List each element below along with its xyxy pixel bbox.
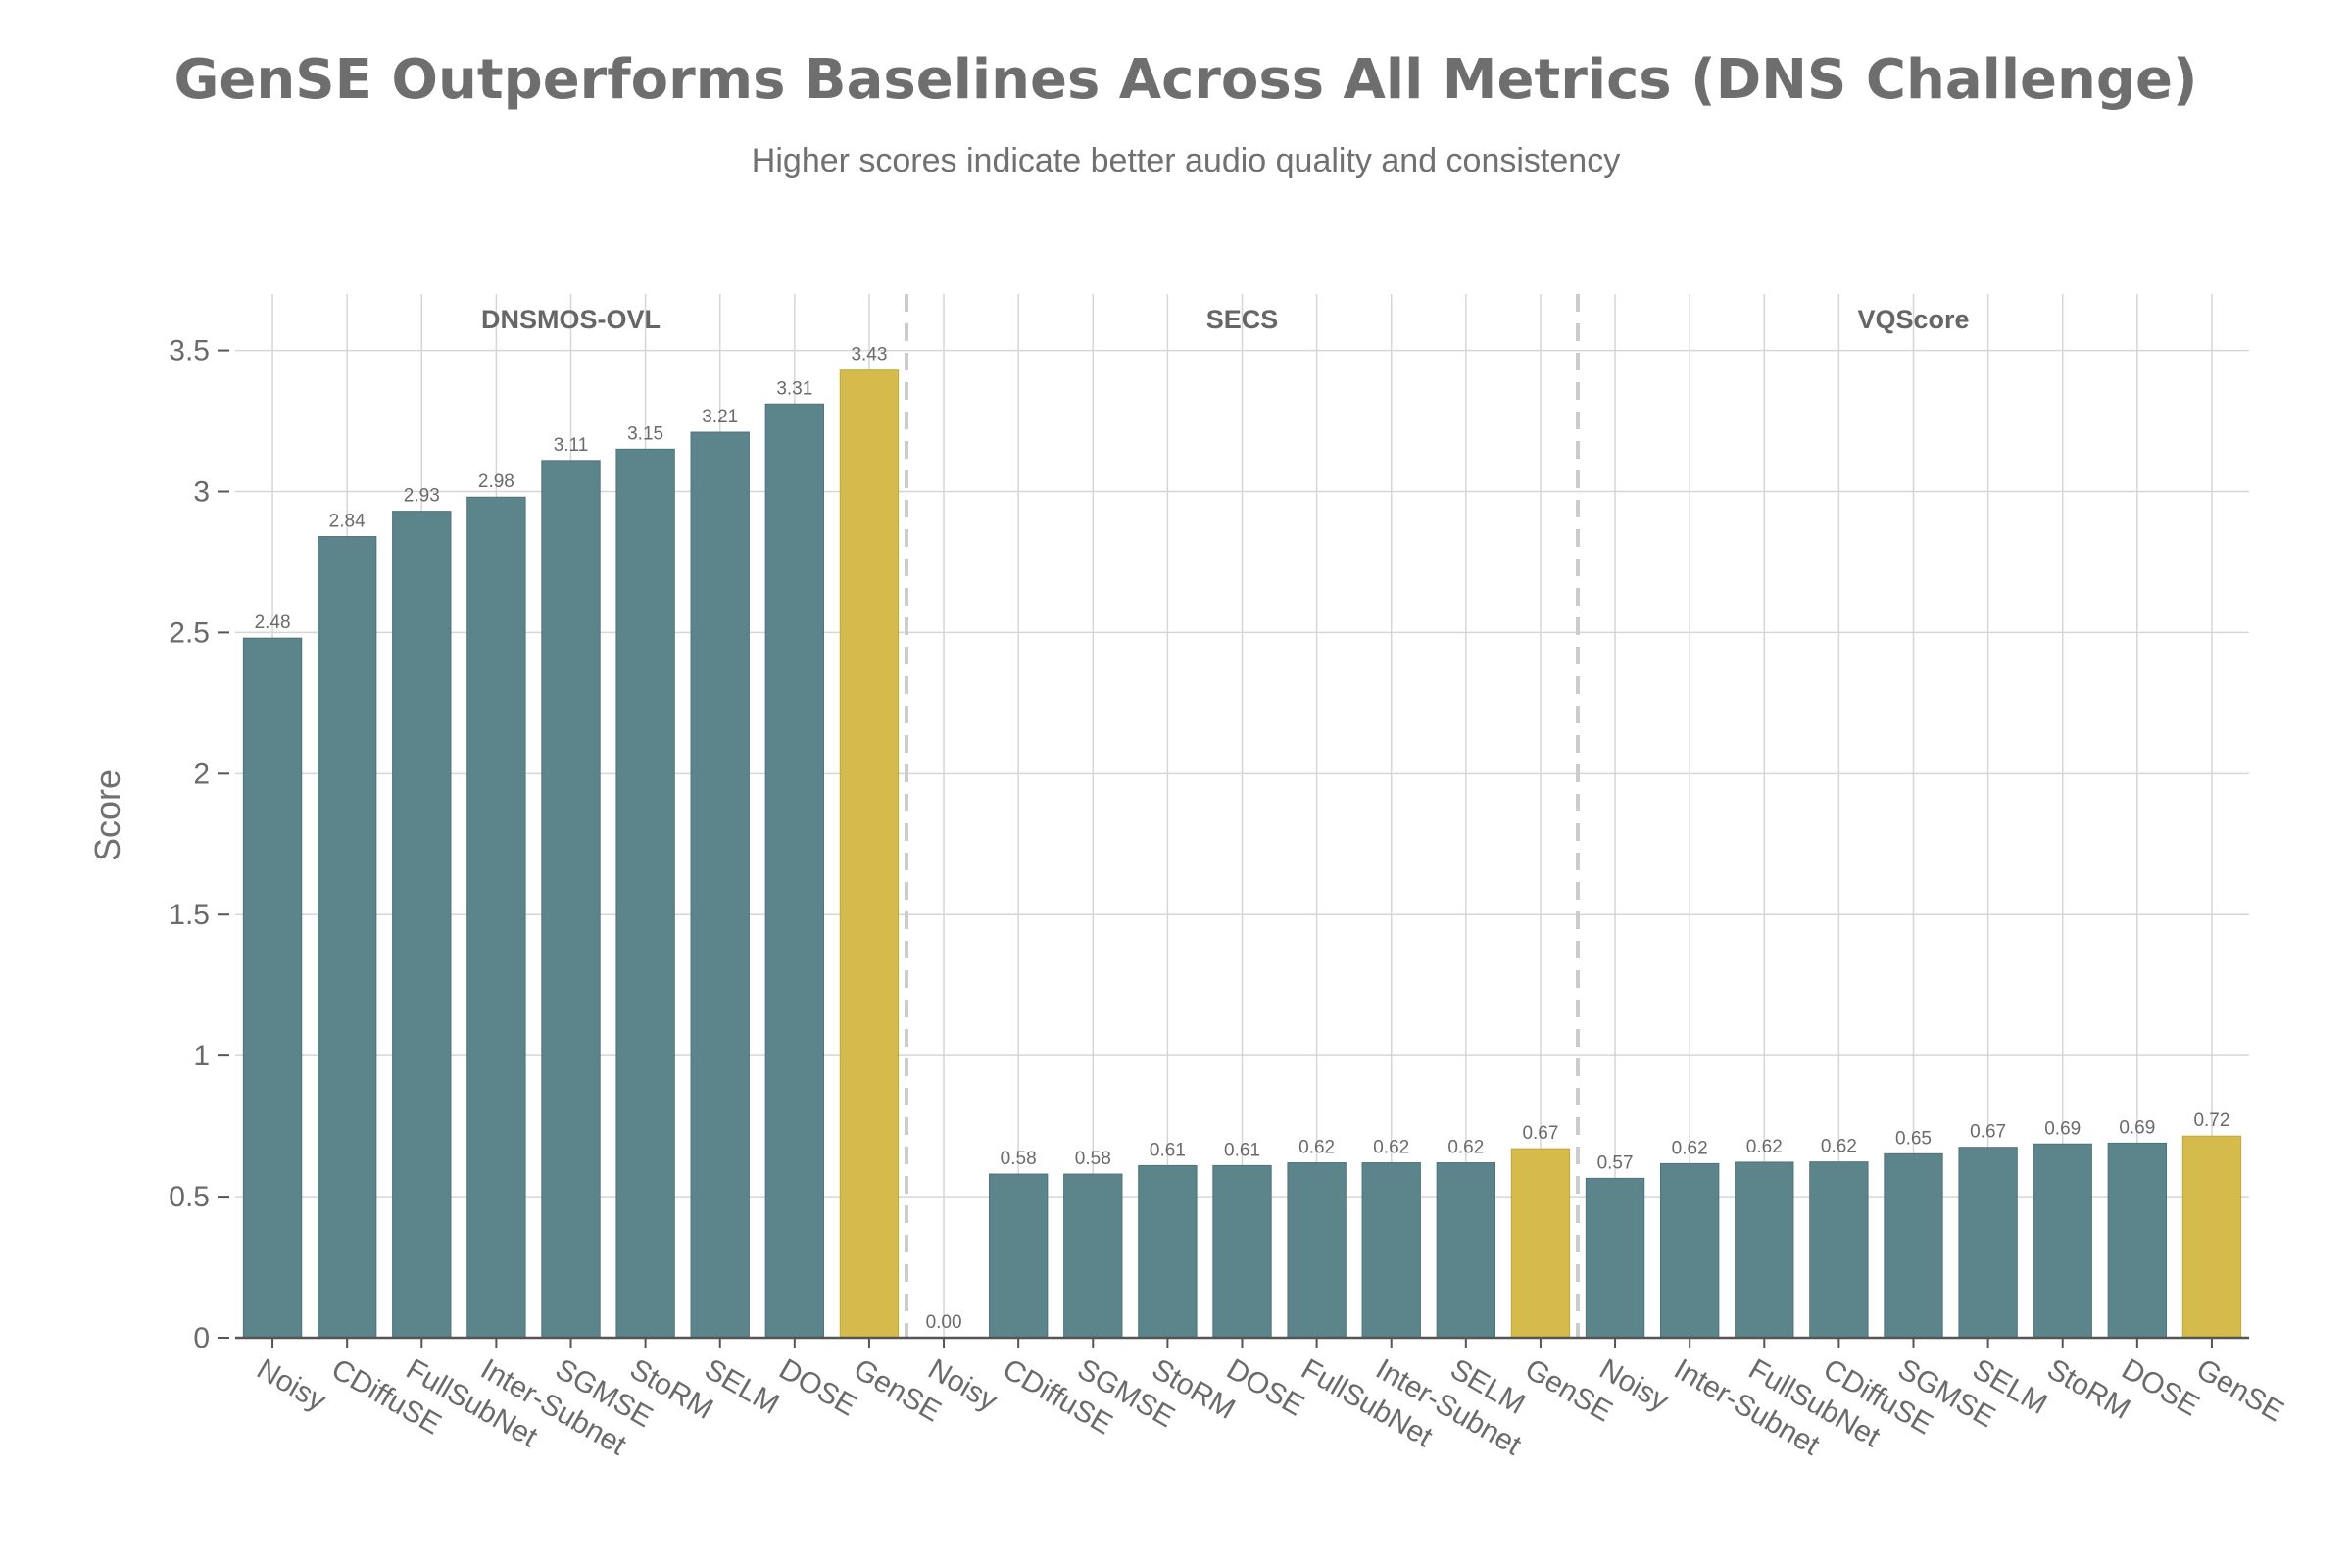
metric-label: DNSMOS-OVL bbox=[481, 305, 661, 334]
chart-subtitle: Higher scores indicate better audio qual… bbox=[752, 142, 1620, 179]
data-label: 3.43 bbox=[851, 345, 887, 366]
data-label: 0.58 bbox=[1001, 1149, 1037, 1169]
data-label: 0.69 bbox=[2044, 1118, 2081, 1139]
data-label: 0.62 bbox=[1746, 1137, 1783, 1157]
data-label: 0.58 bbox=[1075, 1149, 1111, 1169]
bar bbox=[1361, 1162, 1421, 1339]
metric-label: SECS bbox=[1206, 305, 1279, 334]
y-tick-label: 2 bbox=[193, 758, 210, 790]
y-tick-label: 0 bbox=[193, 1322, 210, 1354]
y-tick-label: 1 bbox=[193, 1040, 210, 1072]
data-label: 0.62 bbox=[1447, 1138, 1484, 1158]
bar bbox=[1436, 1162, 1496, 1339]
data-label: 0.61 bbox=[1224, 1140, 1260, 1160]
data-label: 3.31 bbox=[776, 378, 812, 399]
data-label: 2.93 bbox=[404, 486, 440, 507]
bar bbox=[988, 1173, 1049, 1339]
bar bbox=[1063, 1173, 1123, 1339]
x-axis-ticks: NoisyCDiffuSEFullSubNetInter-SubnetSGMSE… bbox=[252, 1338, 2289, 1462]
y-axis-ticks: 0 0.5 1 1.5 2 2.5 3 3.5 bbox=[169, 335, 229, 1354]
data-label: 0.62 bbox=[1298, 1138, 1335, 1158]
bar bbox=[242, 637, 303, 1339]
y-axis-label: Score bbox=[87, 769, 127, 861]
data-label: 0.62 bbox=[1373, 1138, 1409, 1158]
data-label: 0.67 bbox=[1522, 1123, 1558, 1144]
data-label: 0.61 bbox=[1150, 1140, 1186, 1160]
bar bbox=[1958, 1147, 2018, 1339]
bar bbox=[690, 431, 750, 1339]
bar bbox=[1585, 1177, 1645, 1339]
metric-label: VQScore bbox=[1857, 305, 1969, 334]
bar bbox=[466, 496, 526, 1339]
data-label: 0.72 bbox=[2193, 1110, 2230, 1131]
data-label: 0.57 bbox=[1597, 1152, 1634, 1173]
bar bbox=[1884, 1152, 1943, 1339]
data-label: 2.48 bbox=[255, 612, 291, 633]
y-tick-label: 0.5 bbox=[169, 1181, 210, 1213]
bar bbox=[317, 536, 377, 1339]
data-label: 0.65 bbox=[1895, 1128, 1932, 1149]
bar bbox=[2107, 1142, 2168, 1339]
x-tick-label: DOSE bbox=[773, 1352, 861, 1422]
y-tick-label: 3 bbox=[193, 475, 210, 508]
bar bbox=[1510, 1148, 1571, 1339]
bar bbox=[2033, 1143, 2092, 1339]
bar bbox=[541, 460, 601, 1339]
x-tick-label: DOSE bbox=[1221, 1352, 1309, 1422]
data-label: 0.62 bbox=[1672, 1138, 1708, 1158]
data-label: 2.84 bbox=[329, 512, 366, 532]
data-labels: 2.48 2.84 2.93 2.98 3.11 3.15 3.21 3.31 3.43 0.00… bbox=[255, 345, 2230, 1333]
bar bbox=[839, 369, 900, 1339]
data-label: 0.69 bbox=[2119, 1117, 2155, 1138]
bar bbox=[1659, 1162, 1720, 1339]
x-tick-label: GenSE bbox=[2190, 1352, 2288, 1428]
y-tick-label: 1.5 bbox=[169, 899, 210, 931]
x-tick-label: SELM bbox=[699, 1352, 784, 1420]
data-label: 3.11 bbox=[554, 435, 589, 456]
bar bbox=[1287, 1162, 1347, 1339]
bar bbox=[2181, 1135, 2242, 1339]
data-label: 0.67 bbox=[1970, 1122, 2006, 1143]
data-label: 3.15 bbox=[627, 423, 663, 444]
data-label: 2.98 bbox=[478, 471, 514, 492]
data-label: 0.62 bbox=[1821, 1137, 1857, 1157]
bar bbox=[1212, 1164, 1272, 1339]
chart-title: GenSE Outperforms Baselines Across All M… bbox=[173, 48, 2197, 112]
y-tick-label: 2.5 bbox=[169, 616, 210, 649]
x-tick-label: StoRM bbox=[2041, 1352, 2135, 1425]
x-tick-label: DOSE bbox=[2116, 1352, 2204, 1422]
bar bbox=[764, 403, 825, 1339]
x-tick-label: Noisy bbox=[252, 1352, 331, 1417]
metric-labels: DNSMOS-OVL SECS VQScore bbox=[481, 305, 1970, 334]
y-tick-label: 3.5 bbox=[169, 335, 210, 368]
bar bbox=[1809, 1161, 1869, 1339]
bar bbox=[615, 448, 675, 1339]
data-label: 3.21 bbox=[702, 407, 738, 427]
bars bbox=[242, 369, 2242, 1339]
bar bbox=[1735, 1161, 1794, 1339]
bar bbox=[1138, 1164, 1198, 1339]
data-label: 0.00 bbox=[926, 1312, 962, 1333]
bar bbox=[392, 511, 452, 1339]
group-dividers bbox=[905, 294, 1580, 1338]
